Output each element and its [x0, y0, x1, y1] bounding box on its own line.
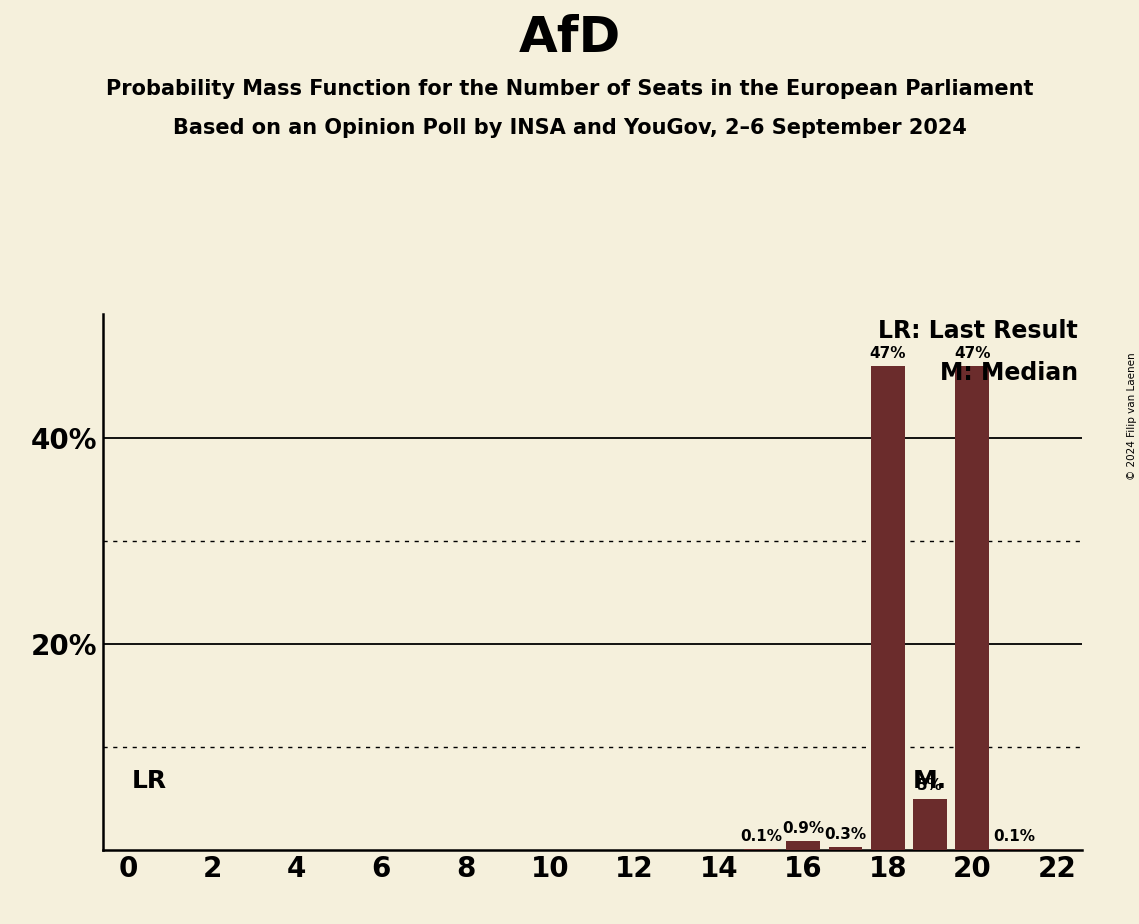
- Text: Probability Mass Function for the Number of Seats in the European Parliament: Probability Mass Function for the Number…: [106, 79, 1033, 99]
- Text: M.: M.: [913, 770, 948, 794]
- Text: 0.1%: 0.1%: [993, 829, 1035, 844]
- Text: 0.1%: 0.1%: [740, 829, 782, 844]
- Bar: [829, 847, 862, 850]
- Bar: [998, 849, 1032, 850]
- Bar: [913, 798, 947, 850]
- Text: 5%: 5%: [917, 778, 943, 794]
- Text: LR: Last Result: LR: Last Result: [878, 320, 1077, 344]
- Bar: [744, 849, 778, 850]
- Text: LR: LR: [131, 770, 166, 794]
- Bar: [787, 841, 820, 850]
- Text: 47%: 47%: [869, 346, 907, 360]
- Bar: [956, 366, 989, 850]
- Text: 47%: 47%: [954, 346, 991, 360]
- Text: M: Median: M: Median: [940, 360, 1077, 384]
- Text: 0.3%: 0.3%: [825, 827, 867, 842]
- Text: © 2024 Filip van Laenen: © 2024 Filip van Laenen: [1126, 352, 1137, 480]
- Bar: [871, 366, 904, 850]
- Text: AfD: AfD: [518, 14, 621, 62]
- Text: 0.9%: 0.9%: [782, 821, 825, 835]
- Text: Based on an Opinion Poll by INSA and YouGov, 2–6 September 2024: Based on an Opinion Poll by INSA and You…: [173, 118, 966, 139]
